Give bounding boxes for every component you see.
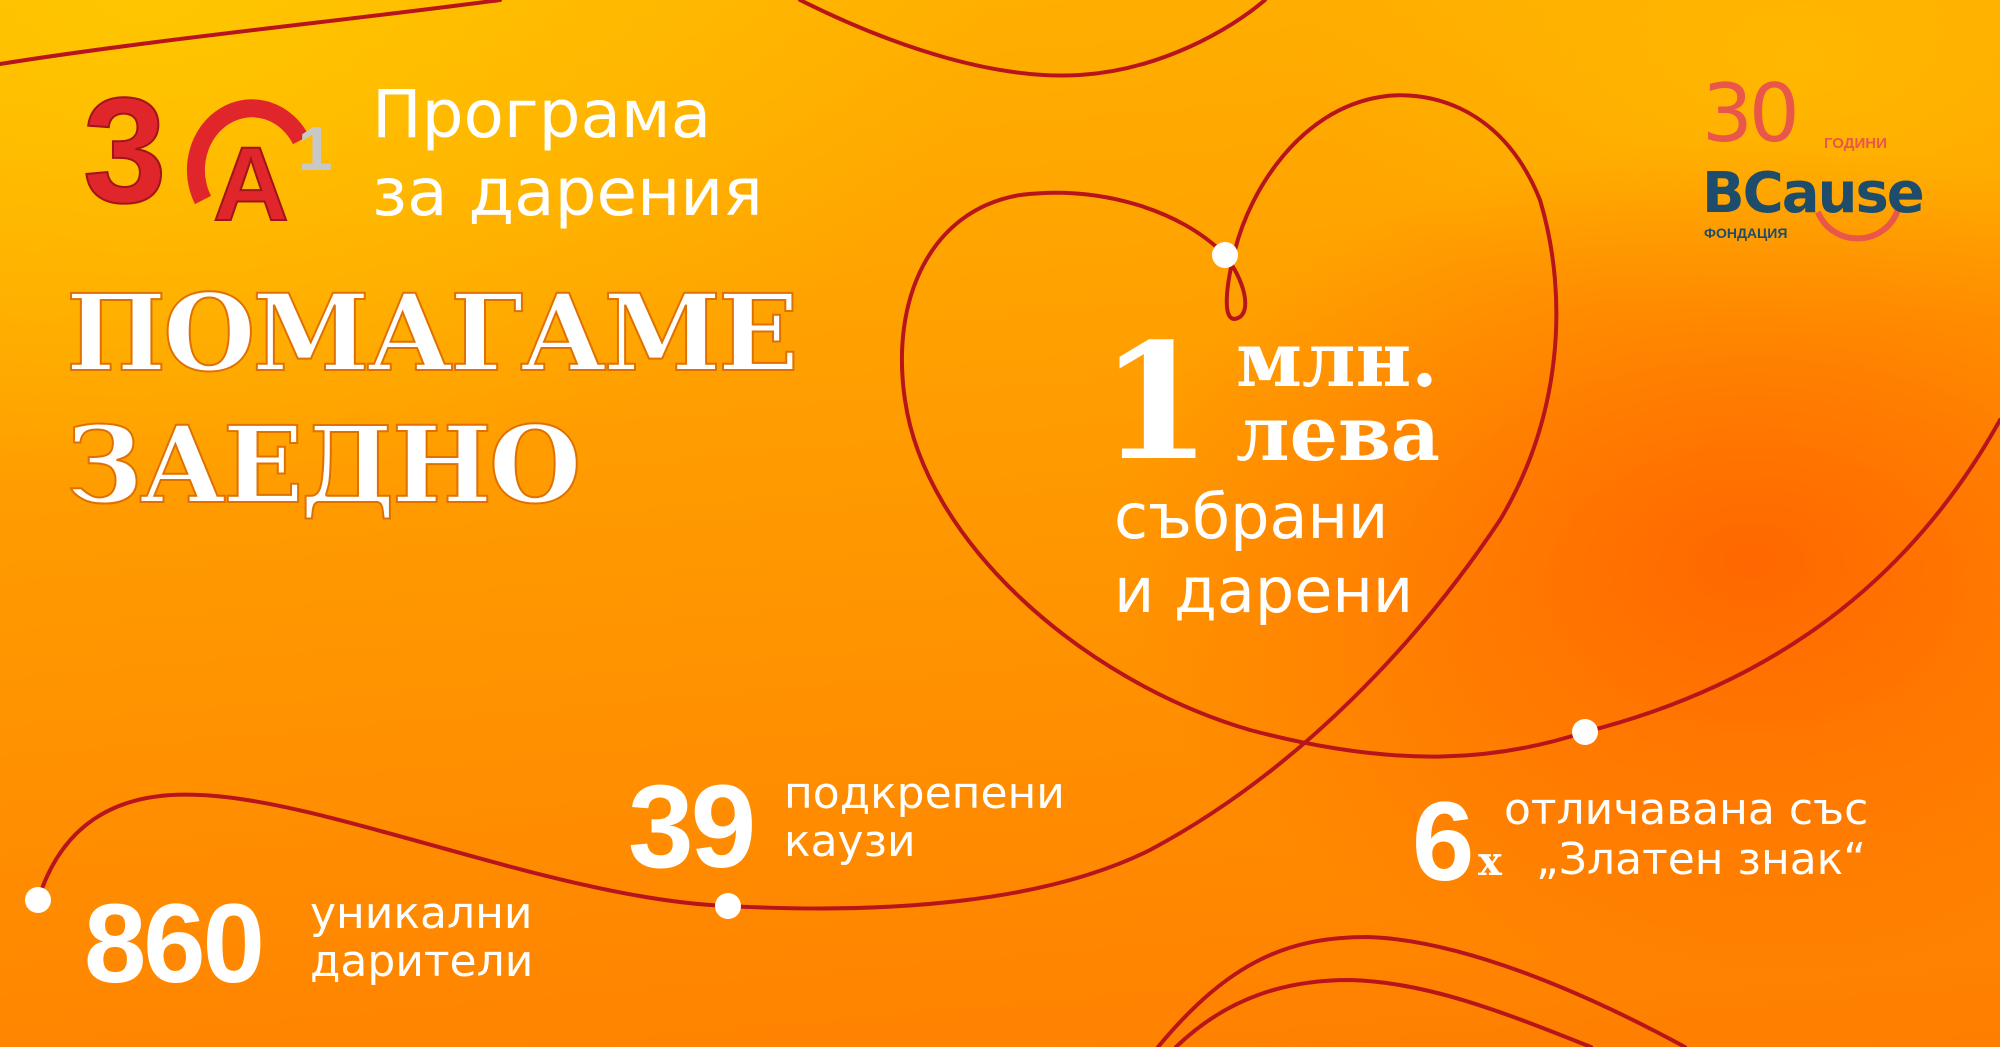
a1-logo-graphic: 3 A 1 bbox=[82, 65, 332, 244]
bcause-subtitle: ФОНДАЦИЯ bbox=[1704, 225, 1788, 241]
thread-dot bbox=[25, 887, 51, 913]
headline-line2: заедно bbox=[65, 402, 582, 527]
donors-caption2: дарители bbox=[310, 936, 534, 987]
headline-line1: Помагаме bbox=[65, 270, 800, 395]
thread-top-left bbox=[0, 0, 502, 66]
main-stat-unit2: лева bbox=[1236, 389, 1440, 478]
bcause-years-label: ГОДИНИ bbox=[1824, 135, 1887, 152]
causes-count: 39 bbox=[628, 761, 756, 893]
svg-text:A: A bbox=[213, 126, 289, 225]
thread-top bbox=[798, 0, 1267, 78]
main-stat-unit1: млн. bbox=[1236, 315, 1438, 404]
awards-caption2: „Златен знак“ bbox=[1536, 834, 1867, 885]
main-stat-number: 1 bbox=[1100, 308, 1212, 496]
awards-count: 6 bbox=[1412, 779, 1475, 904]
thread-dot bbox=[1572, 719, 1598, 745]
svg-text:3: 3 bbox=[83, 80, 166, 225]
bcause-smile-arc bbox=[1815, 208, 1901, 242]
thread-dot bbox=[715, 893, 741, 919]
donors-caption1: уникални bbox=[310, 888, 533, 939]
svg-text:1: 1 bbox=[298, 115, 332, 184]
awards-caption1: отличавана със bbox=[1504, 784, 1869, 835]
thread-bottom-right-outer bbox=[1156, 934, 1687, 1047]
a1-30-years-logo: 3 A 1 bbox=[82, 65, 333, 244]
bcause-name: BCause bbox=[1702, 161, 1925, 226]
program-title-line2: за дарения bbox=[372, 154, 763, 231]
thread-bottom-right-inner bbox=[1174, 977, 1593, 1047]
donors-count: 860 bbox=[84, 881, 265, 1006]
program-title-line1: Програма bbox=[372, 76, 712, 153]
awards-count-suffix: x bbox=[1478, 838, 1502, 885]
causes-caption2: каузи bbox=[784, 816, 916, 867]
main-stat-caption2: и дарени bbox=[1114, 554, 1414, 627]
thread-dot bbox=[1212, 242, 1238, 268]
heart-thread bbox=[36, 93, 2000, 911]
bcause-foundation-logo: 30 ГОДИНИ BCause ФОНДАЦИЯ bbox=[1700, 74, 1960, 254]
causes-caption1: подкрепени bbox=[784, 768, 1065, 819]
bcause-years: 30 bbox=[1702, 67, 1800, 160]
main-stat-caption1: събрани bbox=[1114, 480, 1389, 553]
